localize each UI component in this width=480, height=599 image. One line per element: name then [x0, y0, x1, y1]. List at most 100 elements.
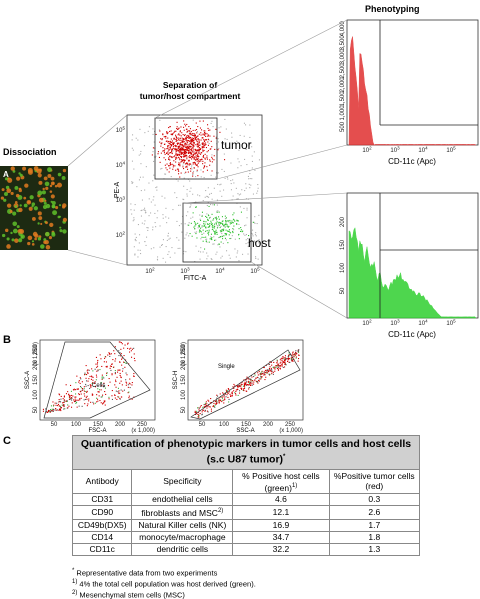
- event-dot: [172, 146, 174, 148]
- event-dot: [180, 150, 182, 152]
- event-dot: [269, 374, 271, 376]
- event-dot: [205, 238, 207, 240]
- event-dot: [282, 366, 284, 368]
- event-dot: [92, 376, 94, 378]
- event-dot: [193, 157, 195, 159]
- event-dot: [91, 375, 93, 377]
- cell: [24, 183, 29, 188]
- event-dot: [208, 215, 210, 217]
- event-dot: [141, 199, 143, 201]
- event-dot: [209, 223, 211, 225]
- event-dot: [166, 222, 168, 224]
- event-dot: [204, 158, 206, 160]
- event-dot: [114, 372, 116, 374]
- event-dot: [213, 230, 215, 232]
- event-dot: [177, 128, 179, 130]
- event-dot: [211, 224, 213, 226]
- event-dot: [52, 405, 54, 407]
- event-dot: [197, 153, 199, 155]
- event-dot: [196, 158, 198, 160]
- event-dot: [158, 156, 160, 158]
- event-dot: [159, 225, 161, 227]
- event-dot: [186, 156, 188, 158]
- x-tick-label: 102: [362, 319, 372, 328]
- cell: [31, 217, 36, 221]
- event-dot: [187, 134, 189, 136]
- event-dot: [205, 132, 207, 134]
- event-dot: [177, 168, 179, 170]
- event-dot: [202, 229, 204, 231]
- event-dot: [153, 196, 155, 198]
- event-dot: [54, 402, 56, 404]
- event-dot: [164, 153, 166, 155]
- event-dot: [172, 150, 174, 152]
- y-tick-label: 200: [181, 359, 187, 370]
- event-dot: [243, 207, 245, 209]
- event-dot: [47, 411, 49, 413]
- event-dot: [226, 394, 228, 396]
- event-dot: [162, 257, 164, 259]
- event-dot: [267, 369, 269, 371]
- event-dot: [59, 408, 61, 410]
- event-dot: [235, 390, 237, 392]
- event-dot: [214, 406, 216, 408]
- event-dot: [114, 370, 116, 372]
- event-dot: [213, 135, 215, 137]
- event-dot: [189, 206, 191, 208]
- event-dot: [245, 148, 247, 150]
- event-dot: [283, 358, 285, 360]
- y-tick-label: 105: [116, 126, 126, 135]
- event-dot: [119, 369, 121, 371]
- event-dot: [108, 378, 110, 380]
- event-dot: [186, 195, 188, 197]
- separation-title: Separation of tumor/host compartment: [140, 80, 241, 101]
- event-dot: [268, 370, 270, 372]
- event-dot: [129, 348, 131, 350]
- event-dot: [183, 156, 185, 158]
- event-dot: [79, 398, 81, 400]
- event-dot: [193, 221, 195, 223]
- event-dot: [114, 384, 116, 386]
- event-dot: [231, 220, 233, 222]
- event-dot: [192, 162, 194, 164]
- event-dot: [192, 147, 194, 149]
- event-dot: [222, 220, 224, 222]
- x-tick-label: 103: [180, 267, 190, 276]
- gate-label: Cells: [92, 383, 105, 389]
- event-dot: [216, 199, 218, 201]
- event-dot: [109, 353, 111, 355]
- event-dot: [198, 153, 200, 155]
- event-dot: [98, 391, 100, 393]
- event-dot: [177, 145, 179, 147]
- event-dot: [199, 148, 201, 150]
- footnotes: * Representative data from two experimen…: [72, 567, 256, 599]
- event-dot: [201, 215, 203, 217]
- tick-base: 10: [116, 128, 123, 134]
- event-dot: [93, 403, 95, 405]
- event-dot: [85, 391, 87, 393]
- event-dot: [176, 154, 178, 156]
- event-dot: [100, 402, 102, 404]
- event-dot: [177, 134, 179, 136]
- tick-base: 10: [116, 233, 123, 239]
- event-dot: [208, 134, 210, 136]
- footnote-mark: 2): [72, 590, 78, 596]
- event-dot: [218, 218, 220, 220]
- event-dot: [77, 388, 79, 390]
- event-dot: [264, 379, 266, 381]
- event-dot: [183, 154, 185, 156]
- cell: [38, 168, 42, 172]
- cell: [41, 190, 46, 195]
- event-dot: [169, 140, 171, 142]
- event-dot: [277, 363, 279, 365]
- event-dot: [194, 153, 196, 155]
- event-dot: [85, 383, 87, 385]
- event-dot: [178, 163, 180, 165]
- event-dot: [207, 150, 209, 152]
- event-dot: [245, 390, 247, 392]
- event-dot: [203, 167, 205, 169]
- event-dot: [163, 150, 165, 152]
- panel-label: C: [3, 435, 11, 447]
- scale-note: (x 1,000): [131, 428, 155, 434]
- event-dot: [197, 138, 199, 140]
